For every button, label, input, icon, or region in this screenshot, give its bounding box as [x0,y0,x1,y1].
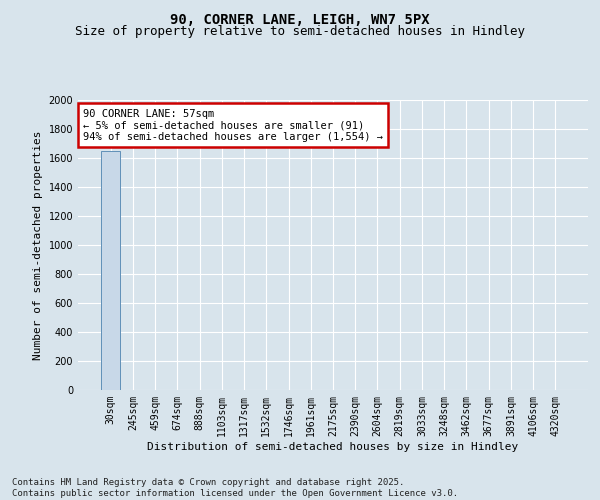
Text: 90, CORNER LANE, LEIGH, WN7 5PX: 90, CORNER LANE, LEIGH, WN7 5PX [170,12,430,26]
Text: 90 CORNER LANE: 57sqm
← 5% of semi-detached houses are smaller (91)
94% of semi-: 90 CORNER LANE: 57sqm ← 5% of semi-detac… [83,108,383,142]
Y-axis label: Number of semi-detached properties: Number of semi-detached properties [33,130,43,360]
X-axis label: Distribution of semi-detached houses by size in Hindley: Distribution of semi-detached houses by … [148,442,518,452]
Text: Contains HM Land Registry data © Crown copyright and database right 2025.
Contai: Contains HM Land Registry data © Crown c… [12,478,458,498]
Bar [101,152,120,390]
Text: Size of property relative to semi-detached houses in Hindley: Size of property relative to semi-detach… [75,25,525,38]
